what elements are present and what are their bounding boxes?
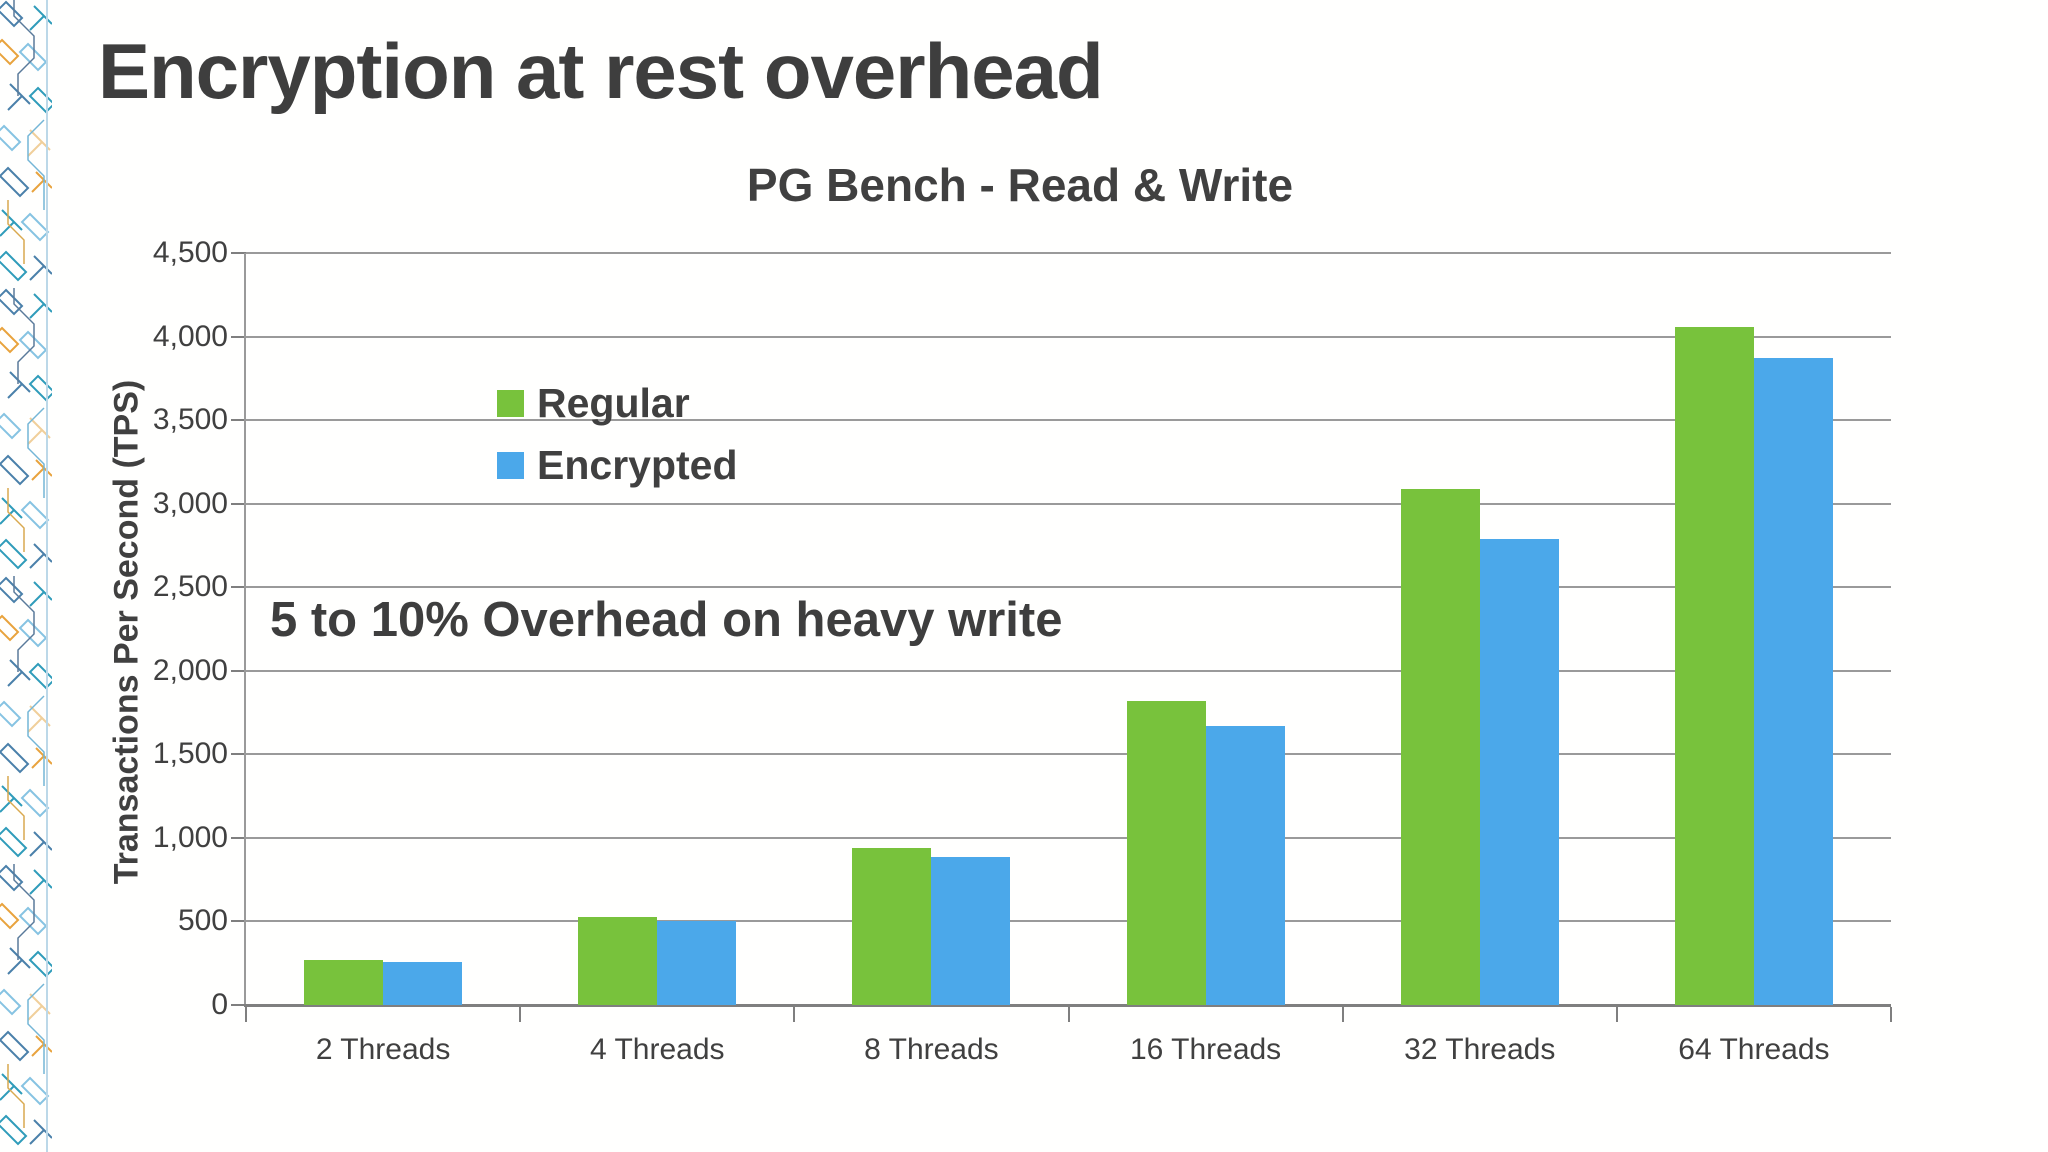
y-tick-label: 1,500 [152, 737, 228, 771]
legend-swatch-encrypted [497, 451, 524, 479]
circuit-pattern-decoration [0, 0, 52, 1152]
x-axis-category-label: 2 Threads [315, 1033, 451, 1066]
bar-regular-16-threads [1126, 700, 1206, 1005]
x-axis-category-label: 64 Threads [1678, 1033, 1830, 1066]
bar-encrypted-2-threads [383, 961, 463, 1005]
y-tick-mark [231, 335, 246, 338]
x-axis-line [244, 1004, 1891, 1007]
y-tick-mark [231, 1004, 246, 1006]
x-tick-mark [1341, 1007, 1344, 1022]
y-tick-label: 3,500 [152, 403, 228, 437]
plot-area: 4,500 4,000 3,500 3,000 2,500 2,000 1,500 1,000… [153, 236, 1892, 1066]
x-tick-mark [1067, 1007, 1070, 1022]
x-axis-category-label: 8 Threads [864, 1033, 999, 1066]
bar-encrypted-16-threads [1205, 725, 1285, 1005]
x-tick-mark [793, 1007, 796, 1022]
bar-encrypted-64-threads [1753, 358, 1833, 1005]
gridline [246, 502, 1891, 505]
x-axis-category-label: 16 Threads [1129, 1033, 1282, 1066]
bar-regular-4-threads [578, 917, 658, 1005]
y-tick-label: 3,000 [152, 486, 228, 520]
gridline [246, 586, 1891, 589]
bar-encrypted-32-threads [1479, 538, 1559, 1005]
y-axis-title: Transactions Per Second (TPS) [107, 379, 146, 885]
x-axis-category-label: 32 Threads [1404, 1033, 1556, 1066]
chart-title: PG Bench - Read & Write [746, 159, 1294, 211]
chart-annotation: 5 to 10% Overhead on heavy write [270, 593, 1063, 647]
gridline [246, 335, 1891, 338]
bar-encrypted-4-threads [657, 921, 737, 1005]
y-tick-mark [231, 252, 246, 254]
gridline [246, 252, 1891, 254]
y-tick-label: 0 [211, 988, 228, 1021]
legend-item-encrypted: Encrypted [497, 434, 738, 496]
y-tick-mark [231, 419, 246, 422]
x-tick-mark [1890, 1007, 1892, 1022]
bar-regular-8-threads [852, 847, 932, 1005]
chart-legend: Regular Encrypted [497, 372, 738, 496]
gridline [246, 920, 1891, 923]
slide-title: Encryption at rest overhead [98, 27, 1104, 115]
gridline [246, 753, 1891, 756]
legend-label-regular: Regular [537, 379, 690, 426]
gridline [246, 669, 1891, 672]
bar-regular-32-threads [1400, 488, 1480, 1005]
bar-regular-2-threads [304, 959, 384, 1005]
y-axis-line [244, 253, 246, 1005]
bar-encrypted-8-threads [931, 857, 1011, 1005]
x-axis-category-label: 4 Threads [589, 1033, 725, 1066]
y-tick-label: 500 [177, 904, 228, 938]
legend-swatch-regular [497, 389, 524, 417]
legend-item-regular: Regular [497, 372, 738, 434]
y-tick-label: 2,500 [152, 570, 228, 604]
y-tick-mark [231, 502, 246, 505]
gridline [246, 836, 1891, 839]
x-tick-mark [245, 1007, 247, 1022]
bar-regular-64-threads [1674, 327, 1754, 1005]
y-tick-mark [231, 836, 246, 839]
y-tick-label: 2,000 [152, 653, 228, 687]
y-tick-label: 1,000 [152, 820, 228, 854]
y-tick-mark [231, 669, 246, 672]
x-tick-mark [1615, 1007, 1618, 1022]
y-tick-mark [231, 920, 246, 923]
y-tick-mark [231, 586, 246, 589]
y-tick-mark [231, 753, 246, 756]
x-tick-mark [519, 1007, 522, 1022]
legend-label-encrypted: Encrypted [537, 441, 738, 488]
gridline [246, 419, 1891, 422]
y-tick-label: 4,500 [152, 236, 228, 269]
y-tick-label: 4,000 [152, 319, 228, 353]
